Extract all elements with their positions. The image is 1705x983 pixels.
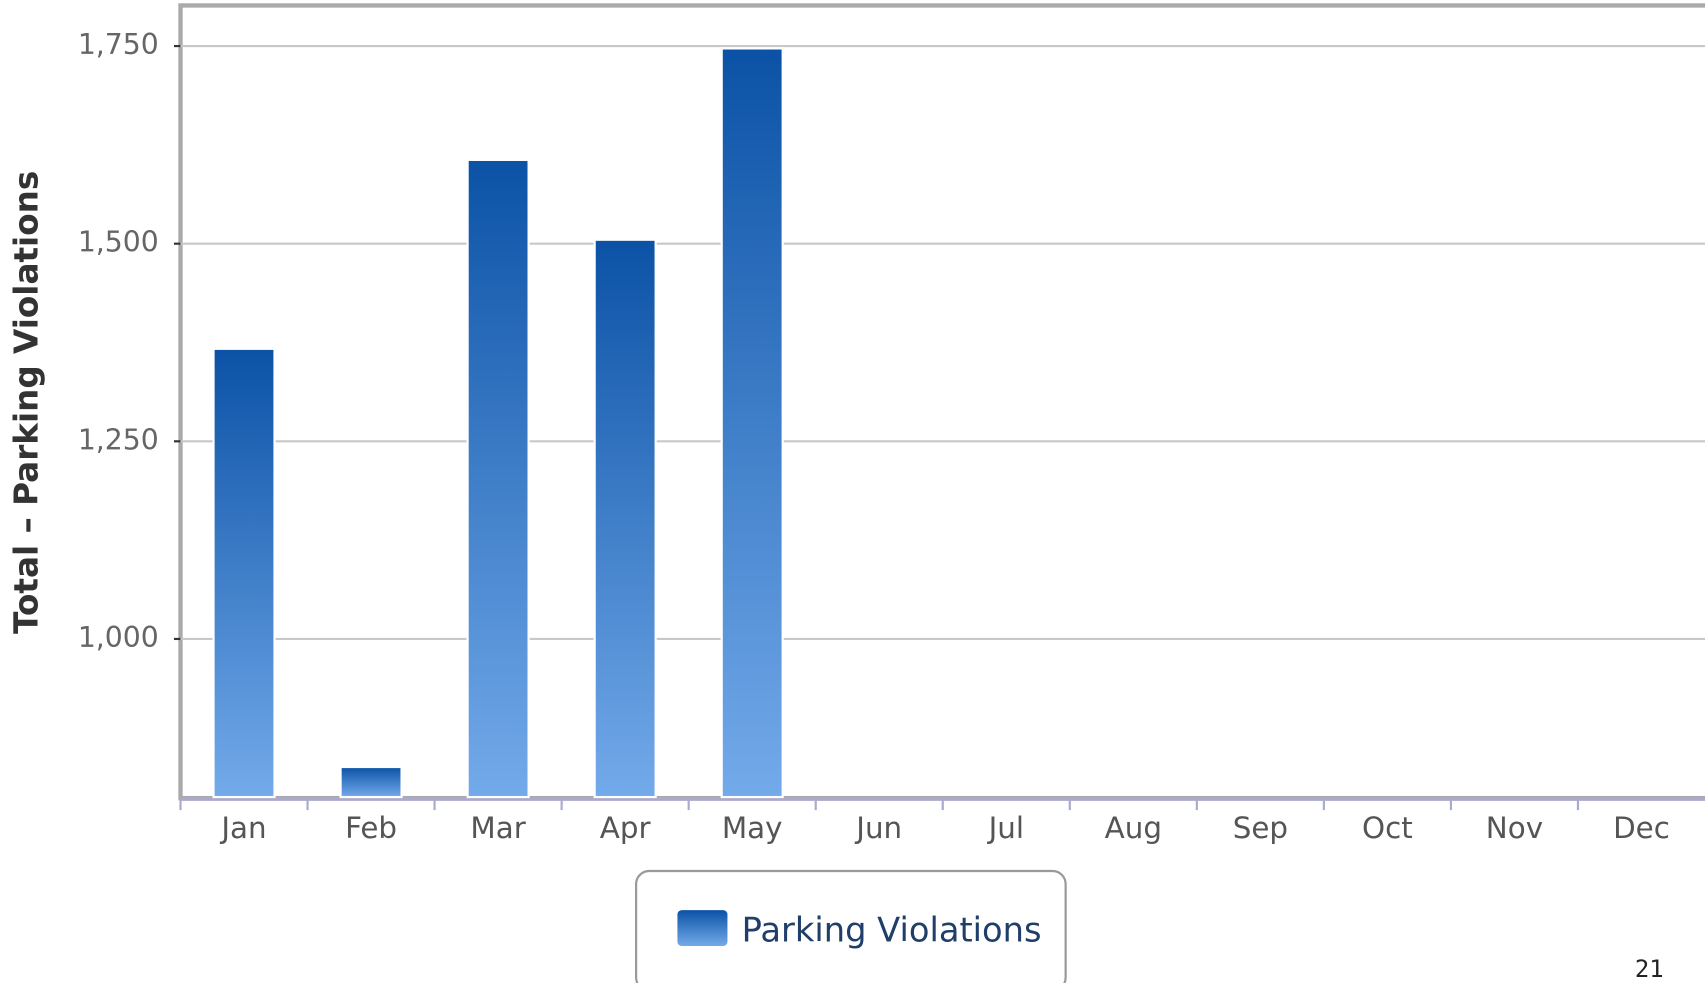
legend-box [635,869,1067,983]
x-tick-label: Oct [1362,811,1413,845]
bar [212,347,276,799]
page-number: 21 [1635,955,1664,983]
y-tick-label: 1,250 [78,423,159,456]
y-tick-label: 1,500 [78,226,159,259]
legend-label: Parking Violations [742,910,1042,949]
y-axis-label: Total – Parking Violations [7,171,45,634]
x-tick-label: May [722,811,783,845]
x-tick-label: Apr [600,811,652,845]
x-tick-label: Aug [1105,811,1162,845]
y-tick-label: 1,750 [78,28,159,61]
x-tick-label: Nov [1486,811,1543,845]
legend-swatch [677,910,728,947]
y-tick-label: 1,000 [78,621,159,654]
plot-frame [178,3,1705,801]
x-tick-label: Mar [470,811,526,845]
x-tick-label: Jan [219,811,266,845]
bar [339,765,403,799]
x-tick-label: Dec [1613,811,1670,845]
x-tick-label: Sep [1233,811,1288,845]
bar [720,47,784,799]
x-tick-label: Jun [854,811,902,845]
x-tick-label: Feb [345,811,397,845]
bar [466,158,530,799]
bar [593,238,657,799]
x-tick-label: Jul [987,811,1024,845]
